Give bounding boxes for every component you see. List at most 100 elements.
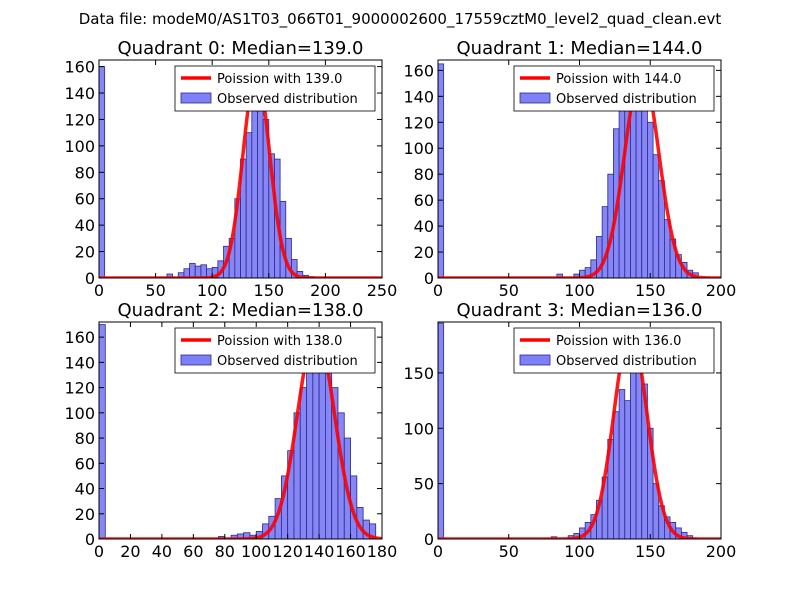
q0-y-tick-label: 100 [64,137,95,156]
q1-x-tick-label: 150 [635,281,666,300]
q1-x-tick-label: 0 [433,281,443,300]
q0-y-tick-label: 140 [64,84,95,103]
q3-y-tick-label: 150 [403,364,434,383]
q2-y-tick-label: 40 [75,480,95,499]
q2-histogram-bar [99,324,106,539]
quadrant-1-panel: 0 50 100 150 200 0 20 40 60 80 100 120 140 160 Quadran… [403,38,736,300]
q1-histogram-bar [556,273,563,278]
quadrant-3-panel: 0 50 100 150 200 0 50 100 150 Quadrant 3: Median=… [403,300,736,561]
q1-title: Quadrant 1: Median=144.0 [457,38,703,59]
q2-histogram-bar [299,387,307,539]
q2-histogram-bar [369,523,377,539]
quadrant-0-panel: 0 50 100 150 200 250 0 20 40 60 80 100 120 140 160 Quad… [64,38,397,300]
q2-x-tick-label: 20 [120,542,140,561]
q1-y-tick-label: 80 [414,165,434,184]
q3-histogram-bar [613,411,620,539]
q1-x-tick-label: 200 [706,281,737,300]
q3-legend-bar-swatch [519,354,551,366]
q2-y-tick-label: 60 [75,454,95,473]
q0-y-tick-label: 80 [75,163,95,182]
q2-y-tick-label: 140 [64,353,95,372]
q0-y-tick-label: 120 [64,110,95,129]
q2-y-tick-label: 160 [64,328,95,347]
q0-histogram-bar [200,264,207,278]
q2-legend-bar-swatch [180,354,212,366]
q2-legend-poisson-label: Poission with 138.0 [217,334,342,349]
q1-x-tick-label: 100 [564,281,595,300]
q3-x-tick-label: 200 [706,542,737,561]
q2-x-tick-label: 80 [215,542,235,561]
q3-histogram-bar [635,361,643,539]
q0-x-tick-label: 200 [310,281,341,300]
q2-x-tick-label: 100 [241,542,272,561]
q1-histogram-bar [601,206,609,278]
q1-y-tick-label: 160 [403,61,434,80]
q1-legend-observed-label: Observed distribution [556,92,697,107]
q2-title: Quadrant 2: Median=138.0 [118,300,364,321]
q0-histogram-bar [166,273,173,278]
q3-legend-observed-label: Observed distribution [556,354,697,369]
q2-axes-frame [98,321,383,540]
q3-x-tick-label: 50 [499,542,519,561]
q0-legend: Poission with 139.0 Observed distribution [174,65,376,112]
q3-y-tick-label: 0 [424,530,434,549]
q0-legend-observed-label: Observed distribution [217,92,358,107]
q0-x-tick-label: 250 [367,281,398,300]
q1-y-tick-label: 120 [403,113,434,132]
quadrant-2-panel: 0 20 40 60 80 100 120 140 160 1800204060801001201… [64,300,397,561]
q1-histogram-bar [641,102,648,278]
q2-legend-observed-label: Observed distribution [217,354,358,369]
q0-x-tick-label: 150 [254,281,285,300]
q0-y-tick-label: 0 [85,269,95,288]
q2-x-tick-label: 0 [94,542,104,561]
q1-y-tick-label: 100 [403,139,434,158]
q3-title: Quadrant 3: Median=136.0 [457,300,703,321]
q0-title: Quadrant 0: Median=139.0 [118,38,364,59]
q2-legend: Poission with 138.0 Observed distribution [174,327,376,374]
q1-y-tick-label: 0 [424,269,434,288]
q3-legend-poisson-label: Poission with 136.0 [556,334,681,349]
q1-y-tick-label: 140 [403,87,434,106]
q0-x-tick-label: 50 [145,281,165,300]
q1-legend-bar-swatch [519,92,551,104]
q0-y-tick-label: 160 [64,58,95,77]
q3-x-tick-label: 100 [564,542,595,561]
q0-legend-poisson-label: Poission with 139.0 [217,72,342,87]
q0-histogram-bar [194,265,202,278]
q3-histogram-bar [618,389,626,539]
q2-x-tick-label: 40 [152,542,172,561]
q1-histogram-bar [652,154,660,278]
q1-x-tick-label: 50 [499,281,519,300]
q3-x-tick-label: 150 [635,542,666,561]
q2-histogram-bar [306,355,314,539]
q2-y-tick-label: 100 [64,404,95,423]
q0-histogram-bar [245,132,253,278]
figure-suptitle: Data file: modeM0/AS1T03_066T01_90000026… [79,10,722,29]
q0-legend-bar-swatch [180,92,212,104]
q1-y-tick-label: 40 [414,217,434,236]
q0-axes-frame [98,59,383,279]
q2-x-tick-label: 160 [335,542,366,561]
q3-x-tick-label: 0 [433,542,443,561]
q0-y-tick-label: 20 [75,243,95,262]
q3-histogram-bar [624,400,631,539]
q0-y-tick-label: 60 [75,190,95,209]
q0-y-tick-label: 40 [75,216,95,235]
q3-y-tick-label: 50 [414,475,434,494]
q2-x-tick-label: 60 [183,542,203,561]
q1-legend-poisson-label: Poission with 144.0 [556,72,681,87]
q0-histogram-bar [251,105,258,278]
q2-y-tick-label: 80 [75,429,95,448]
q1-legend: Poission with 144.0 Observed distribution [513,65,715,112]
q3-histogram-bar [438,322,445,539]
quadrant-3-plot-area [438,322,721,539]
q1-histogram-bar [438,63,445,278]
q1-y-tick-label: 60 [414,191,434,210]
q2-y-tick-label: 120 [64,379,95,398]
q3-y-tick-label: 100 [403,419,434,438]
q1-histogram-bar [635,95,643,278]
q2-y-tick-label: 20 [75,505,95,524]
q2-x-tick-label: 120 [272,542,303,561]
q3-legend: Poission with 136.0 Observed distribution [513,327,715,374]
q0-x-tick-label: 0 [94,281,104,300]
